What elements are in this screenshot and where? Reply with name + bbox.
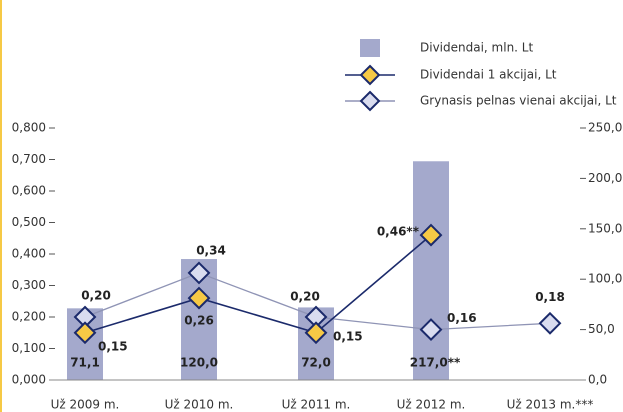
marker — [187, 286, 211, 310]
x-tick-label: Už 2010 m. — [165, 398, 234, 412]
marker — [304, 321, 328, 345]
y2-tick-label: 250,0 — [588, 121, 622, 135]
y2-tick-label: 150,0 — [588, 221, 622, 235]
x-tick-label: Už 2009 m. — [51, 398, 120, 412]
bar-value-label: 71,1 — [70, 356, 100, 370]
point-value-label: 0,34 — [196, 243, 226, 257]
edge-strip — [0, 0, 2, 412]
y-tick-label: 0,200 — [12, 310, 46, 324]
legend-swatch — [360, 39, 380, 57]
marker — [419, 318, 443, 342]
y-tick-label: 0,700 — [12, 152, 46, 166]
marker — [73, 321, 97, 345]
x-tick-label: Už 2011 m. — [282, 398, 351, 412]
y2-tick-label: 50,0 — [588, 322, 615, 336]
point-value-label: 0,18 — [535, 290, 565, 304]
point-value-label: 0,15 — [98, 339, 128, 353]
point-value-label: 0,26 — [184, 314, 214, 328]
legend-label: Dividendai 1 akcijai, Lt — [420, 68, 557, 82]
y-tick-label: 0,600 — [12, 184, 46, 198]
marker — [538, 311, 562, 335]
point-value-label: 0,20 — [290, 290, 320, 304]
legend-marker — [359, 64, 381, 86]
bar-value-label: 217,0** — [410, 356, 461, 370]
y2-tick-label: 200,0 — [588, 171, 622, 185]
y-tick-label: 0,800 — [12, 121, 46, 135]
bar-value-label: 120,0 — [180, 356, 218, 370]
point-value-label: 0,16 — [447, 311, 477, 325]
legend-label: Grynasis pelnas vienai akcijai, Lt — [420, 94, 617, 108]
point-value-label: 0,46** — [377, 225, 420, 239]
y-tick-label: 0,400 — [12, 247, 46, 261]
y-tick-label: 0,000 — [12, 373, 46, 387]
y-tick-label: 0,300 — [12, 278, 46, 292]
marker — [419, 223, 443, 247]
y-tick-label: 0,500 — [12, 215, 46, 229]
y-tick-label: 0,100 — [12, 341, 46, 355]
point-value-label: 0,20 — [81, 289, 111, 303]
point-value-label: 0,15 — [333, 329, 363, 343]
x-tick-label: Už 2012 m. — [397, 398, 466, 412]
legend-marker — [359, 90, 381, 112]
y2-tick-label: 100,0 — [588, 272, 622, 286]
y2-tick-label: 0,0 — [588, 373, 607, 387]
marker — [187, 261, 211, 285]
bar-value-label: 72,0 — [301, 356, 331, 370]
bar — [413, 161, 449, 380]
series-line — [84, 234, 432, 334]
legend-label: Dividendai, mln. Lt — [420, 41, 533, 55]
x-tick-label: Už 2013 m.*** — [507, 398, 594, 412]
